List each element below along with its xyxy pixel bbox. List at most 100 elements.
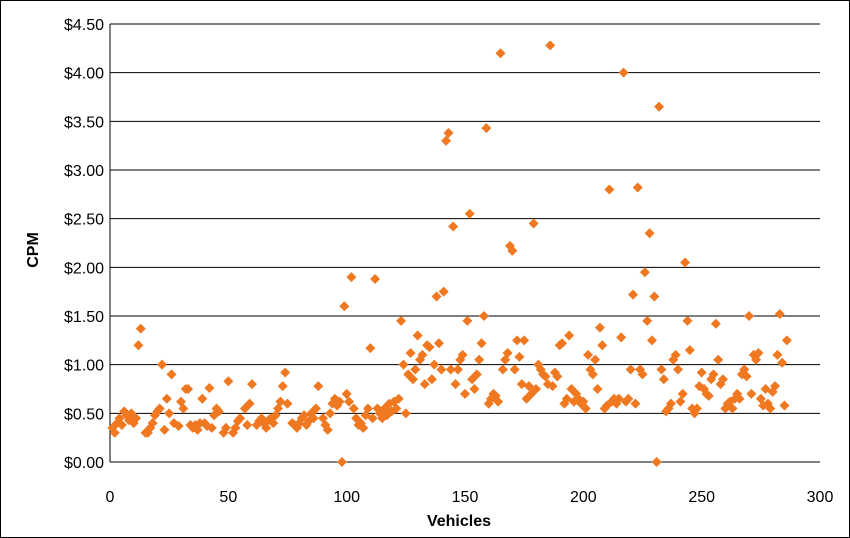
data-point [587, 369, 598, 380]
data-point [161, 393, 172, 404]
y-tick-label: $3.50 [64, 114, 104, 131]
data-point [131, 413, 142, 424]
data-point [220, 422, 231, 433]
data-points [107, 40, 792, 467]
data-point [244, 398, 255, 409]
data-point [713, 354, 724, 365]
data-point [261, 422, 272, 433]
data-point [613, 393, 624, 404]
data-point [235, 413, 246, 424]
data-point [545, 40, 556, 51]
data-point [346, 272, 357, 283]
data-point [625, 364, 636, 375]
data-point [405, 347, 416, 358]
data-point [673, 364, 683, 375]
data-point [308, 413, 319, 424]
y-tick-label: $0.00 [64, 455, 104, 472]
data-point [708, 369, 719, 380]
data-point [770, 381, 781, 392]
data-point [116, 420, 127, 431]
data-point [781, 335, 792, 346]
y-tick-label: $4.50 [64, 17, 104, 34]
data-point [412, 330, 423, 341]
data-point [424, 342, 435, 353]
data-point [744, 311, 754, 321]
data-point [772, 349, 783, 360]
data-point [777, 357, 788, 368]
data-point [760, 384, 771, 394]
data-point [460, 388, 470, 399]
data-point [580, 403, 591, 414]
x-tick-label: 250 [688, 489, 715, 506]
data-point [552, 371, 563, 382]
data-point [583, 349, 594, 360]
data-point [514, 351, 525, 362]
x-tick-label: 50 [219, 489, 237, 506]
x-tick-label: 100 [333, 489, 360, 506]
data-point [682, 315, 693, 326]
data-point [438, 286, 449, 297]
data-point [547, 381, 558, 392]
data-point [433, 338, 444, 349]
data-point [717, 374, 728, 385]
data-point [665, 398, 676, 409]
data-point [247, 379, 257, 390]
data-point [448, 221, 459, 232]
data-point [341, 388, 352, 399]
data-point [398, 359, 409, 370]
data-point [370, 274, 381, 285]
x-tick-label: 300 [807, 489, 834, 506]
data-point [325, 408, 336, 419]
data-point [275, 396, 286, 407]
data-point [727, 403, 738, 414]
data-point [644, 228, 655, 239]
data-point [561, 393, 572, 404]
data-point [618, 67, 629, 78]
data-point [242, 420, 253, 431]
y-axis-tick-labels: $0.00 $0.50 $1.00 $1.50 $2.00 $2.50 $3.00 $3.50… [64, 17, 104, 472]
data-point [157, 359, 168, 370]
data-point [637, 369, 648, 380]
data-point [696, 367, 707, 378]
data-point [183, 384, 194, 394]
data-point [677, 388, 688, 399]
data-point [334, 396, 345, 407]
data-point [410, 364, 421, 375]
data-point [616, 332, 627, 343]
data-point [452, 364, 463, 375]
data-point [691, 403, 702, 414]
data-point [154, 403, 165, 414]
data-point [417, 349, 428, 360]
data-point [159, 424, 170, 435]
x-axis-title: Vehicles [427, 513, 491, 530]
data-point [779, 400, 790, 411]
data-point [680, 257, 691, 268]
data-point [670, 349, 681, 360]
data-point [166, 369, 177, 380]
y-tick-label: $0.50 [64, 406, 104, 423]
data-point [519, 335, 530, 346]
data-point [336, 457, 347, 467]
data-point [557, 338, 568, 349]
data-point [642, 315, 653, 326]
data-point [516, 379, 527, 390]
data-point [268, 418, 279, 429]
data-point [623, 393, 634, 404]
data-point [450, 379, 461, 390]
data-point [280, 367, 291, 378]
data-point [164, 408, 175, 419]
data-point [630, 398, 641, 409]
data-point [502, 347, 513, 358]
data-point [656, 364, 667, 375]
data-point [133, 340, 144, 351]
data-point [523, 381, 534, 392]
data-point [478, 311, 489, 321]
data-point [592, 384, 603, 394]
data-point [658, 374, 669, 385]
y-tick-label: $1.00 [64, 358, 104, 375]
x-tick-label: 150 [452, 489, 479, 506]
data-point [436, 364, 447, 375]
data-point [765, 403, 776, 414]
data-point [493, 396, 504, 407]
